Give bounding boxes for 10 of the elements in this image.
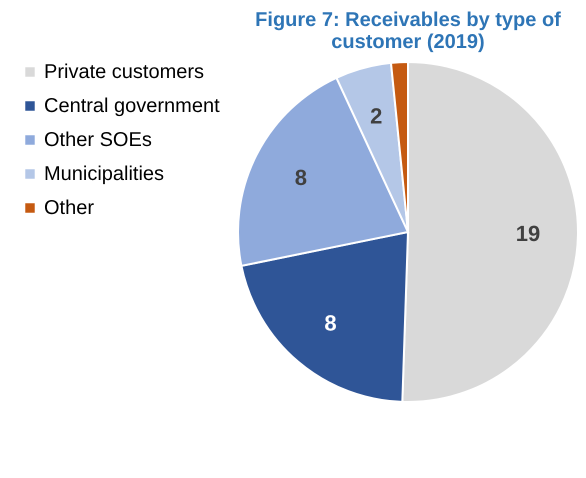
data-label: 2 xyxy=(370,103,382,128)
legend-label: Other xyxy=(44,197,94,219)
legend-label: Municipalities xyxy=(44,163,164,185)
chart-title: Figure 7: Receivables by type of customer (2019) xyxy=(255,9,562,53)
legend-label: Private customers xyxy=(44,61,204,83)
legend-label: Central government xyxy=(44,95,220,117)
data-label: 19 xyxy=(516,221,540,246)
data-label: 8 xyxy=(294,164,308,190)
legend-label: Other SOEs xyxy=(44,129,152,151)
data-label: 8 xyxy=(324,310,337,336)
